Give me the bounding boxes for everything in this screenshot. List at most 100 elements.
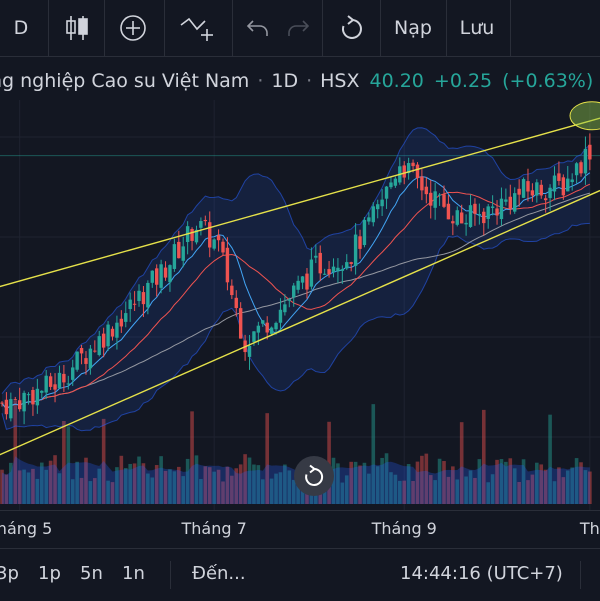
candle (238, 302, 243, 339)
range-1p-button[interactable]: 1p (38, 563, 61, 584)
volume-bar (39, 462, 44, 504)
candle (482, 208, 486, 236)
candle (300, 276, 305, 290)
volume-bar (398, 480, 402, 504)
candle-body (482, 211, 486, 224)
candle-body (309, 259, 314, 287)
volume-bar (375, 466, 380, 504)
candle (212, 238, 216, 251)
price-chart[interactable] (0, 100, 600, 510)
candle (380, 189, 384, 216)
candle-body (579, 162, 583, 174)
candle (269, 326, 274, 336)
candle (97, 330, 101, 357)
candle-body (31, 390, 35, 405)
candle-body (543, 198, 548, 201)
volume-bar (185, 458, 190, 504)
volume-bar (62, 420, 66, 504)
candle-body (451, 221, 455, 224)
candle-body (146, 282, 150, 308)
volume-bar (552, 481, 557, 504)
candle (35, 378, 40, 414)
add-indicator-icon[interactable] (110, 0, 156, 56)
volume-bar (123, 468, 128, 504)
candle (446, 195, 451, 220)
candle-body (137, 290, 141, 302)
volume-bar (190, 411, 194, 504)
time-axis-label: Tháng 7 (181, 519, 247, 538)
compare-icon[interactable] (172, 0, 222, 56)
candle-body (389, 182, 393, 188)
volume-bar (0, 469, 4, 504)
volume-bar (128, 463, 132, 504)
clock-timezone[interactable]: 14:44:16 (UTC+7) (400, 563, 563, 584)
candle-body (97, 336, 101, 355)
candle (172, 238, 177, 272)
candle (557, 161, 561, 186)
volume-bar (207, 467, 212, 504)
volume-bar (84, 457, 88, 504)
volume-bar (583, 470, 588, 504)
toolbar-divider (104, 0, 105, 56)
symbol-title[interactable]: ng nghiệp Cao su Việt Nam (0, 70, 250, 92)
candle (48, 372, 53, 390)
save-layout-button[interactable]: Lưu (459, 17, 495, 39)
time-axis[interactable]: Tháng 5 Tháng 7 Tháng 9 Th (0, 510, 600, 549)
candle-body (420, 176, 424, 191)
volume-bar (402, 480, 407, 504)
candle-body (570, 179, 574, 183)
undo-icon[interactable] (240, 0, 276, 56)
refresh-icon[interactable] (330, 0, 374, 56)
load-layout-button[interactable]: Nạp (394, 17, 432, 39)
volume-bar (468, 470, 473, 504)
candle-body (464, 222, 468, 225)
volume-bars (0, 400, 592, 504)
volume-bar (168, 469, 172, 504)
reset-chart-button[interactable] (294, 456, 334, 496)
candle (583, 136, 588, 185)
redo-icon[interactable] (280, 0, 316, 56)
drawing-lines[interactable] (0, 101, 600, 458)
interval-button[interactable]: D (13, 17, 29, 39)
volume-bar (88, 481, 93, 504)
candle (384, 186, 389, 209)
candle (486, 203, 490, 229)
candle-body (504, 199, 508, 202)
candle (88, 344, 93, 375)
volume-bar (4, 474, 9, 504)
volume-bar (353, 461, 358, 504)
volume-bar (53, 455, 57, 504)
goto-date-button[interactable]: Đến... (192, 563, 246, 584)
range-3p-button[interactable]: 3p (0, 563, 19, 584)
volume-bar (561, 477, 566, 504)
volume-bar (269, 478, 274, 504)
candle (141, 285, 146, 318)
volume-bar (70, 479, 75, 504)
candle (292, 282, 296, 307)
candle-body (194, 229, 199, 243)
candle (318, 245, 322, 282)
bollinger-upper (1, 127, 591, 395)
range-5n-button[interactable]: 5n (80, 563, 103, 584)
candle (566, 166, 570, 192)
candle-body (322, 273, 327, 275)
candle (535, 179, 539, 203)
volume-bar (565, 470, 570, 504)
candle-body (115, 322, 119, 338)
time-axis-label: Tháng 5 (0, 519, 53, 538)
candle (588, 133, 592, 171)
volume-bar (265, 413, 269, 504)
volume-bar (481, 409, 486, 504)
candle-body (283, 304, 287, 313)
candles-icon[interactable] (54, 0, 100, 56)
candle (376, 199, 380, 219)
candle (429, 180, 433, 219)
price-change-percent: (+0.63%) (502, 70, 594, 92)
volume-bar (428, 475, 433, 504)
volume-bar (119, 455, 124, 504)
volume-bar (181, 476, 186, 504)
volume-bar (499, 459, 504, 504)
candle-body (367, 217, 371, 222)
candle-body (406, 163, 411, 174)
range-1n-button[interactable]: 1n (122, 563, 145, 584)
